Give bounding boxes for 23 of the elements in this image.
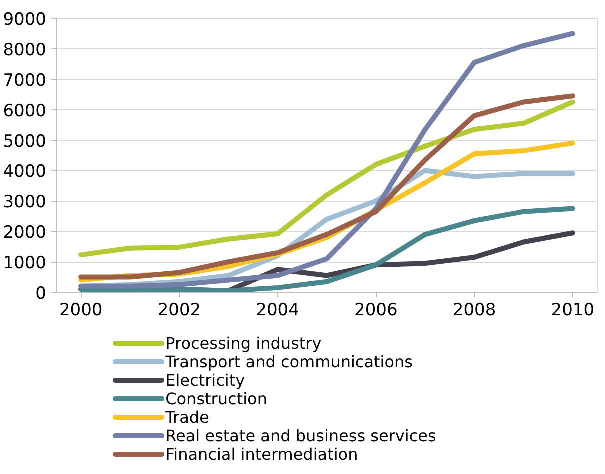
y-tick-label: 3000 xyxy=(3,192,46,213)
x-tick-label: 2002 xyxy=(158,300,202,320)
y-tick-label: 1000 xyxy=(3,254,46,274)
y-tick-label: 2000 xyxy=(3,223,46,244)
x-tick-label: 2004 xyxy=(256,300,300,320)
legend-label: Electricity xyxy=(166,371,246,390)
y-tick-label: 6000 xyxy=(3,101,46,122)
legend-label: Processing industry xyxy=(166,334,322,353)
legend-label: Real estate and business services xyxy=(166,426,436,446)
y-tick-label: 8000 xyxy=(3,40,46,60)
x-tick-label: 2006 xyxy=(354,300,398,320)
x-tick-label: 2000 xyxy=(59,300,103,320)
y-tick-label: 0 xyxy=(36,284,47,304)
x-tick-label: 2008 xyxy=(452,300,496,320)
y-tick-label: 4000 xyxy=(3,162,46,182)
legend-label: Transport and communications xyxy=(164,352,414,372)
y-tick-label: 7000 xyxy=(3,70,46,91)
x-tick-label: 2010 xyxy=(551,300,595,320)
legend-label: Trade xyxy=(164,408,210,427)
legend-label: Construction xyxy=(166,390,268,408)
y-tick-label: 5000 xyxy=(3,132,46,152)
y-tick-label: 9000 xyxy=(3,10,46,30)
legend-label: Financial intermediation xyxy=(166,445,358,464)
